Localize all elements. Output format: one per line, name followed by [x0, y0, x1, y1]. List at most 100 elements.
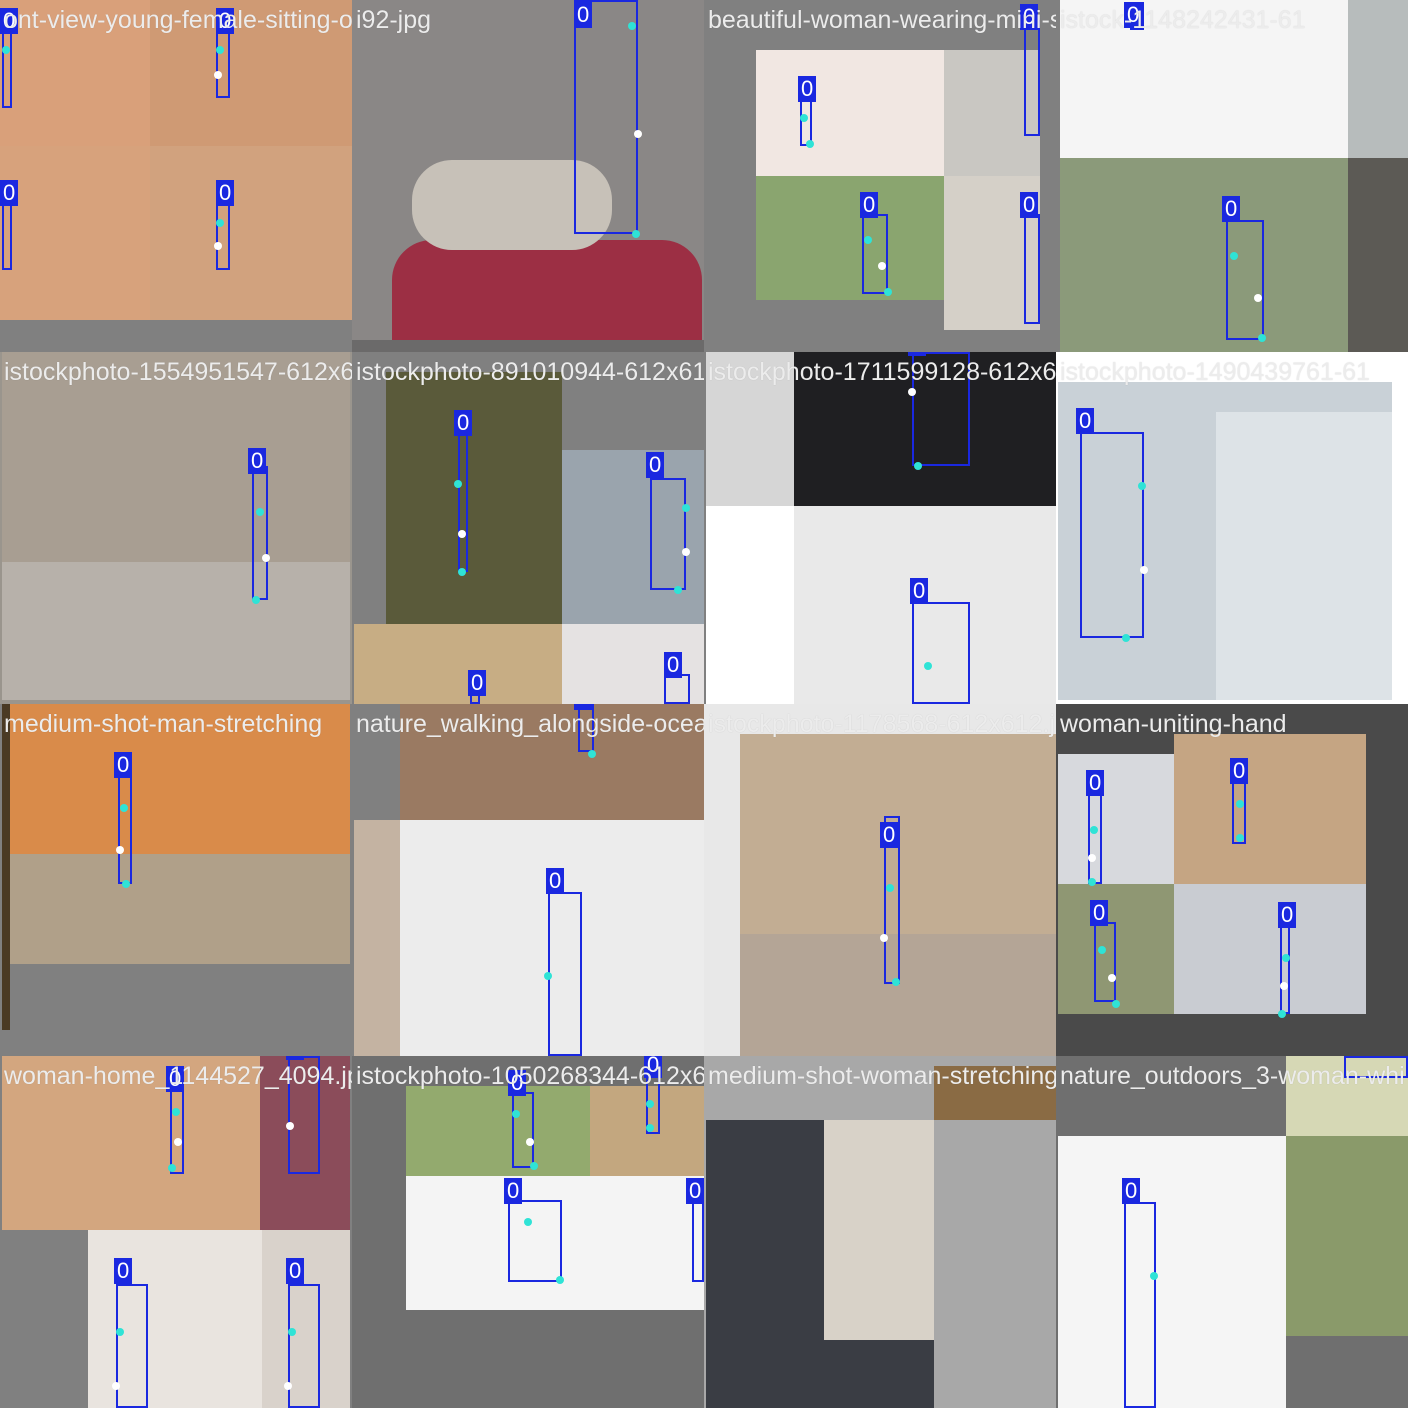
bounding-box: [288, 1284, 320, 1408]
mosaic-tile: 0 0 nature_outdoors_3-woman-whi: [1056, 1056, 1408, 1408]
class-label: 0: [546, 868, 565, 894]
image-piece: [2, 704, 10, 1030]
image-piece: [706, 506, 794, 704]
bounding-box: [912, 352, 970, 466]
keypoint: [646, 1100, 654, 1108]
keypoint: [908, 388, 916, 396]
keypoint: [1282, 954, 1290, 962]
class-label: 0: [574, 2, 593, 28]
keypoint: [634, 130, 642, 138]
class-label: 0: [910, 578, 929, 604]
bounding-box: [288, 1056, 320, 1174]
mosaic-tile: 0 0 0 0 woman-uniting-hand: [1056, 704, 1408, 1056]
keypoint: [214, 242, 222, 250]
image-piece: [386, 372, 562, 624]
class-label: 0: [1090, 900, 1109, 926]
keypoint: [252, 596, 260, 604]
bounding-box: [574, 0, 638, 234]
class-label: 0: [574, 704, 593, 710]
keypoint: [1140, 566, 1148, 574]
mosaic-tile: 0 0 0 0 woman-home_1144527_4094.jpg: [0, 1056, 352, 1408]
image-piece: [1216, 412, 1392, 700]
image-piece: [392, 240, 702, 340]
keypoint: [886, 884, 894, 892]
keypoint: [526, 1138, 534, 1146]
image-piece: [756, 176, 944, 300]
keypoint: [924, 662, 932, 670]
bounding-box: [862, 214, 888, 294]
image-piece: [1348, 0, 1408, 158]
keypoint: [864, 236, 872, 244]
mosaic-tile: 0 medium-shot-man-stretching: [0, 704, 352, 1056]
image-piece: [1174, 884, 1366, 1014]
image-piece: [706, 352, 794, 506]
class-label: 0: [686, 1178, 704, 1204]
bounding-box: [508, 1200, 562, 1282]
keypoint: [288, 1328, 296, 1336]
image-piece: [150, 0, 352, 146]
image-piece: [756, 50, 944, 176]
image-piece: [1060, 158, 1348, 352]
mosaic-tile: 0 0 istockphoto-1711599128-612x612.jpg: [704, 352, 1056, 704]
keypoint: [454, 480, 462, 488]
image-piece: [400, 820, 704, 1056]
class-label: 0: [1222, 196, 1241, 222]
image-piece: [150, 146, 352, 320]
class-label: 0: [1086, 770, 1105, 796]
keypoint: [682, 504, 690, 512]
image-filename: beautiful-woman-wearing-mini-short-11482…: [708, 6, 1056, 34]
keypoint: [884, 288, 892, 296]
bounding-box: [1094, 922, 1116, 1002]
bounding-box: [664, 674, 690, 704]
keypoint: [1108, 974, 1116, 982]
class-label: 0: [798, 76, 817, 102]
keypoint: [256, 508, 264, 516]
bounding-box: [1226, 220, 1264, 340]
class-label: 0: [114, 752, 133, 778]
class-label: 0: [0, 8, 19, 34]
keypoint: [1088, 878, 1096, 886]
keypoint: [284, 1382, 292, 1390]
keypoint: [512, 1110, 520, 1118]
keypoint: [216, 46, 224, 54]
keypoint: [214, 71, 222, 79]
image-piece: [354, 624, 562, 704]
bounding-box: [912, 602, 970, 704]
class-label: 0: [646, 452, 665, 478]
keypoint: [556, 1276, 564, 1284]
mosaic-tile: 0 0 0 0 beautiful-woman-wearing-mini-sho…: [704, 0, 1056, 352]
bounding-box: [548, 892, 582, 1056]
keypoint: [892, 978, 900, 986]
bounding-box: [118, 772, 132, 884]
bounding-box: [1024, 214, 1040, 324]
image-piece: [2, 1056, 260, 1230]
class-label: 0: [908, 352, 927, 356]
image-piece: [400, 704, 704, 820]
image-piece: [10, 854, 350, 964]
bounding-box: [1088, 784, 1102, 884]
keypoint: [1278, 1010, 1286, 1018]
bounding-box: [650, 478, 686, 590]
image-piece: [1060, 0, 1348, 158]
image-piece: [1174, 734, 1366, 884]
class-label: 0: [1020, 4, 1039, 30]
keypoint: [1150, 1272, 1158, 1280]
mosaic-tile: medium-shot-woman-stretching: [704, 1056, 1056, 1408]
bounding-box: [1124, 1202, 1156, 1408]
class-label: 0: [0, 180, 19, 206]
keypoint: [1280, 982, 1288, 990]
keypoint: [880, 934, 888, 942]
class-label: 0: [1230, 758, 1249, 784]
class-label: 0: [248, 448, 267, 474]
class-label: 0: [880, 822, 899, 848]
image-piece: [354, 820, 400, 1056]
mosaic-tile: 0 0 0 0 istockphoto-891010944-612x612.jp…: [352, 352, 704, 704]
keypoint: [524, 1218, 532, 1226]
bounding-box: [458, 428, 468, 572]
keypoint: [530, 1162, 538, 1170]
keypoint: [458, 568, 466, 576]
class-label: 0: [644, 1056, 663, 1078]
keypoint: [628, 22, 636, 30]
mosaic-tile: 0 0 0 0 istockphoto-1050268344-612x612.j…: [352, 1056, 704, 1408]
image-piece: [0, 146, 150, 320]
